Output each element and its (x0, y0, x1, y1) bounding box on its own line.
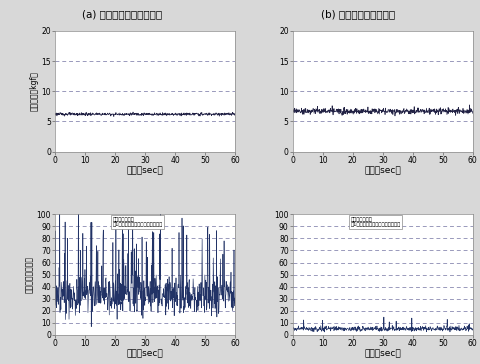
Text: 注：スリップ率
＝1－（ワイヤ速度／ローラ周速）: 注：スリップ率 ＝1－（ワイヤ速度／ローラ周速） (113, 217, 163, 228)
X-axis label: 時間（sec）: 時間（sec） (127, 349, 164, 359)
X-axis label: 時間（sec）: 時間（sec） (364, 349, 401, 359)
Text: 注：スリップ率
＝1－（ワイヤ速度／ローラ周速）: 注：スリップ率 ＝1－（ワイヤ速度／ローラ周速） (350, 217, 401, 228)
Text: (b) ダブルローラの場合: (b) ダブルローラの場合 (321, 9, 395, 19)
X-axis label: 時間（sec）: 時間（sec） (364, 166, 401, 175)
Y-axis label: 送給抵抗（kgf）: 送給抵抗（kgf） (30, 71, 38, 111)
Text: (a) シングルローラの場合: (a) シングルローラの場合 (83, 9, 162, 19)
X-axis label: 時間（sec）: 時間（sec） (127, 166, 164, 175)
Y-axis label: スリップ率（％）: スリップ率（％） (25, 256, 34, 293)
